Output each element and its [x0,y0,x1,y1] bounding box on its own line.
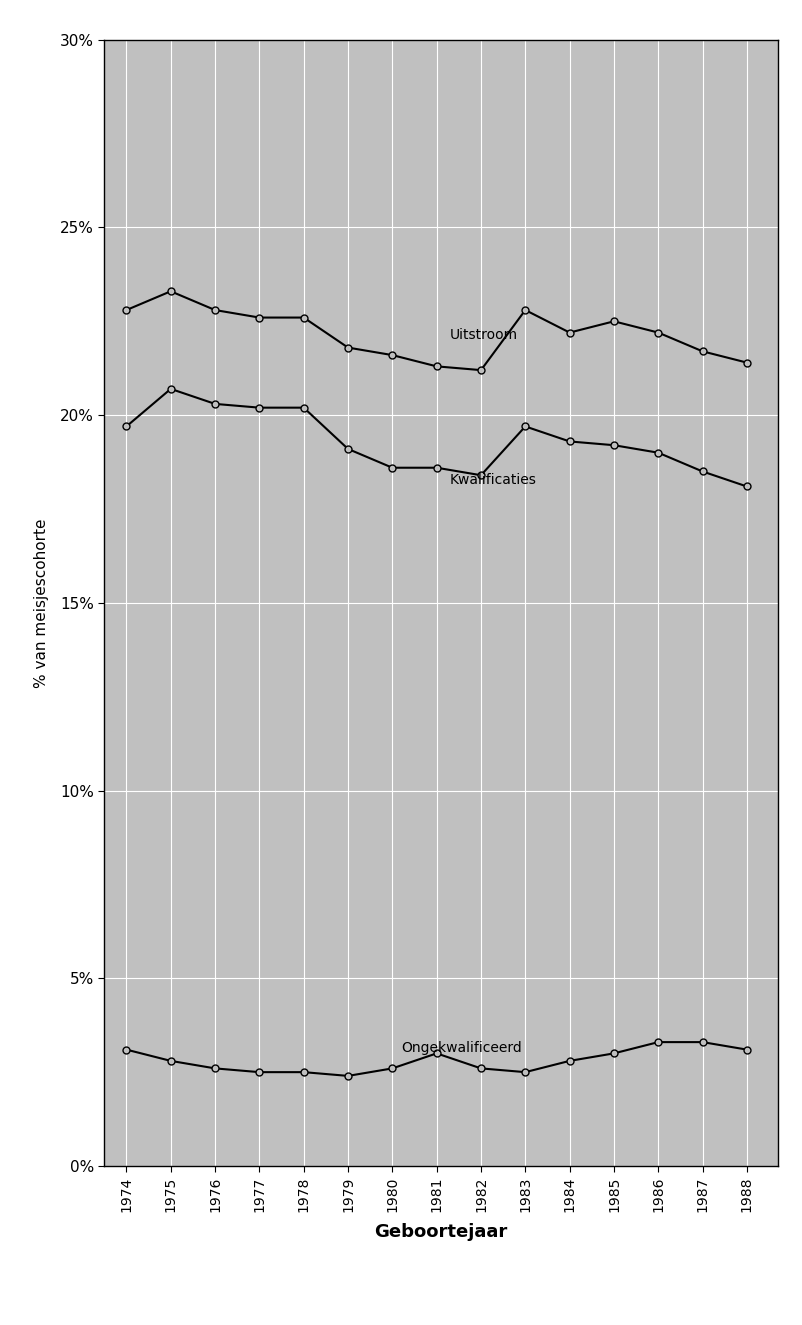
Y-axis label: % van meisjescohorte: % van meisjescohorte [34,518,49,688]
Text: Ongekwalificeerd: Ongekwalificeerd [401,1041,522,1055]
X-axis label: Geboortejaar: Geboortejaar [375,1223,508,1242]
Text: Uitstroom: Uitstroom [450,329,518,342]
Text: Kwalificaties: Kwalificaties [450,473,537,488]
